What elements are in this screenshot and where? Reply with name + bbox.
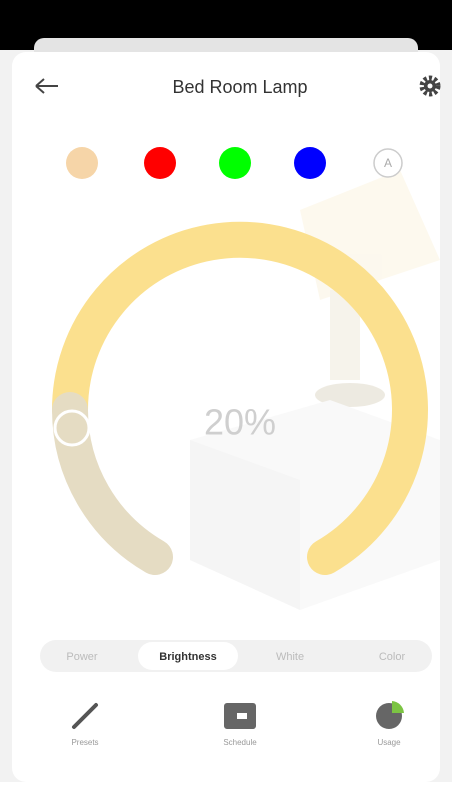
tab-label[interactable]: Color: [379, 651, 406, 663]
title: Bed Room Lamp: [172, 77, 307, 97]
schedule-icon-detail: [237, 713, 247, 719]
tab-label[interactable]: White: [276, 651, 304, 663]
page: Bed Room Lamp A 20% Power Brightness White…: [0, 0, 452, 782]
nav-label: Usage: [377, 738, 401, 747]
tab-label[interactable]: Brightness: [159, 651, 216, 663]
color-swatch[interactable]: [219, 147, 251, 179]
color-swatch[interactable]: [144, 147, 176, 179]
brightness-value: 20%: [204, 402, 276, 443]
color-swatch[interactable]: [294, 147, 326, 179]
screen: Bed Room Lamp A 20% Power Brightness White…: [0, 0, 452, 782]
nav-label: Presets: [71, 738, 98, 747]
color-swatch[interactable]: [66, 147, 98, 179]
auto-label: A: [384, 156, 392, 170]
nav-label: Schedule: [223, 738, 257, 747]
tab-label[interactable]: Power: [66, 651, 98, 663]
